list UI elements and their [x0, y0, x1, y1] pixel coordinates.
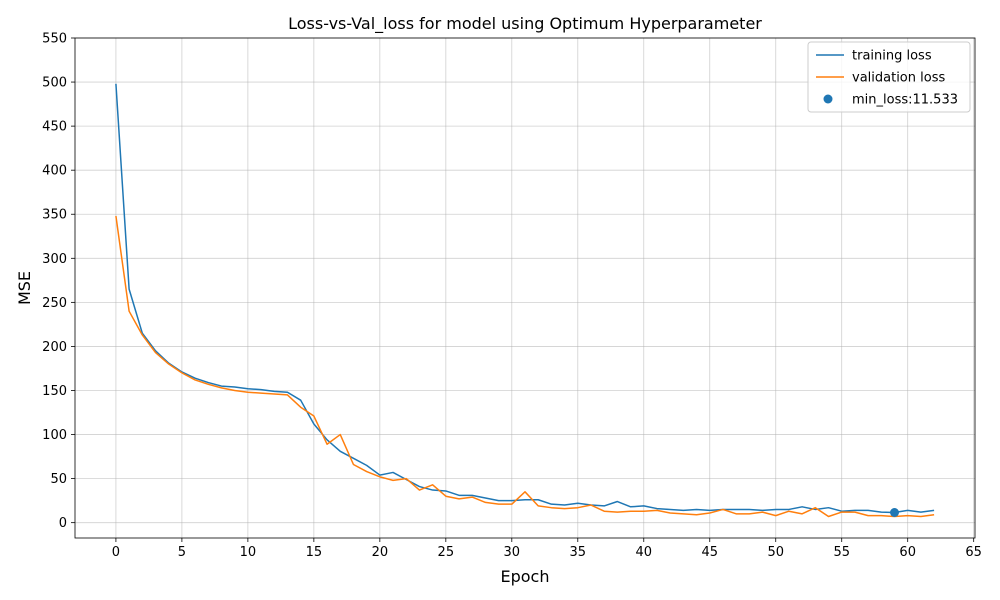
legend-training-loss-label: training loss	[852, 49, 932, 64]
plot-frame	[74, 37, 976, 539]
series-lines	[115, 83, 935, 518]
y-tick-label: 100	[42, 428, 67, 443]
y-tick-label: 250	[42, 296, 67, 311]
legend: training loss validation loss min_loss:11.…	[807, 41, 971, 113]
x-tick-label: 10	[240, 545, 257, 560]
y-axis-label: MSE	[15, 271, 34, 305]
y-tick-label: 400	[42, 164, 67, 179]
x-tick-label: 45	[701, 545, 718, 560]
x-tick-label: 40	[635, 545, 652, 560]
min-loss-marker	[890, 508, 900, 518]
y-tick-label: 200	[42, 340, 67, 355]
axes: 0 5 10 15 20 25 30 35 40 45 50 55 60 65 0 50 100 150 200 25…	[42, 32, 982, 561]
x-tick-label: 50	[767, 545, 784, 560]
y-tick-label: 150	[42, 384, 67, 399]
y-tick-label: 500	[42, 76, 67, 91]
x-axis-label: Epoch	[501, 567, 550, 586]
legend-min-loss-swatch	[823, 94, 833, 104]
series-line-validation-loss	[115, 215, 935, 518]
grid	[75, 37, 975, 538]
legend-validation-loss-label: validation loss	[852, 71, 945, 86]
y-tick-label: 0	[59, 516, 67, 531]
x-tick-label: 5	[178, 545, 186, 560]
legend-box	[807, 41, 971, 113]
y-tick-label: 300	[42, 252, 67, 267]
legend-min-loss-label: min_loss:11.533	[852, 93, 958, 108]
x-tick-label: 15	[306, 545, 323, 560]
x-tick-label: 65	[965, 545, 982, 560]
x-tick-label: 60	[899, 545, 916, 560]
x-tick-label: 0	[112, 545, 120, 560]
x-tick-label: 20	[372, 545, 389, 560]
series-line-training-loss	[115, 83, 935, 514]
y-tick-label: 550	[42, 32, 67, 47]
x-tick-label: 35	[570, 545, 587, 560]
y-tick-label: 350	[42, 208, 67, 223]
x-tick-label: 55	[833, 545, 850, 560]
chart-title: Loss-vs-Val_loss for model using Optimum…	[288, 14, 762, 34]
y-tick-label: 50	[50, 472, 67, 487]
x-tick-label: 30	[504, 545, 521, 560]
y-tick-label: 450	[42, 120, 67, 135]
x-tick-label: 25	[438, 545, 455, 560]
